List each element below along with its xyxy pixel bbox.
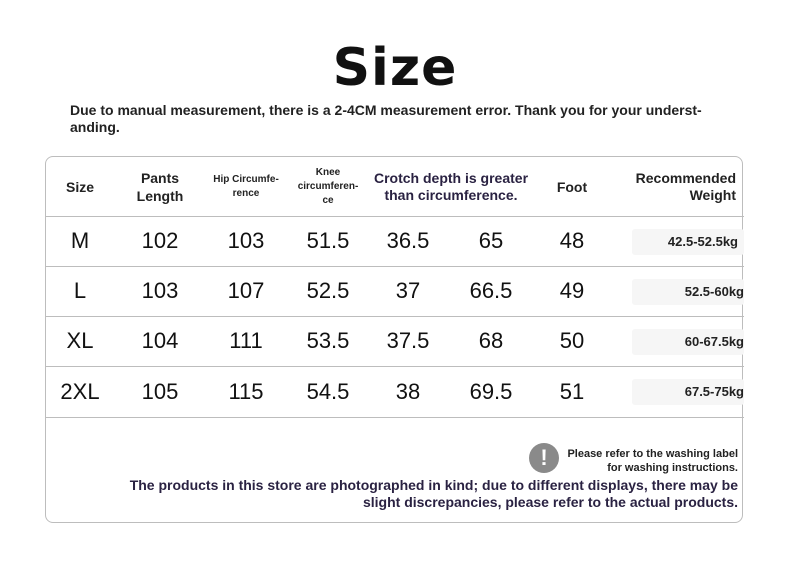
table-row: 2XL 105 115 54.5 38 69.5 51 67.5-75kg	[46, 366, 744, 417]
cell-crotch: 36.5	[386, 228, 430, 253]
cell-extra: 66.5	[469, 278, 513, 303]
cell-extra: 68	[478, 328, 504, 353]
measurement-note: Due to manual measurement, there is a 2-…	[70, 102, 702, 135]
row-divider	[46, 266, 744, 267]
row-divider	[46, 417, 744, 418]
header-size: Size	[65, 178, 94, 195]
header-hip: Hip Circumfe- rence	[213, 173, 279, 199]
cell-size: 2XL	[60, 378, 100, 404]
cell-knee: 54.5	[306, 378, 350, 404]
cell-size: M	[70, 228, 90, 253]
table-row: XL 104 111 53.5 37.5 68 50 60-67.5kg	[46, 316, 744, 366]
cell-size: L	[73, 278, 87, 303]
cell-hip: 107	[227, 278, 265, 303]
cell-hip: 115	[228, 378, 264, 404]
cell-weight: 67.5-75kg	[684, 384, 744, 399]
cell-pants-length: 104	[141, 328, 179, 353]
page-title: Size	[332, 38, 458, 98]
size-table-panel: Size Pants Length Hip Circumfe- rence Kn…	[45, 156, 744, 523]
row-divider	[46, 316, 744, 317]
washing-note: Please refer to the washing label for wa…	[567, 448, 738, 474]
table-row: L 103 107 52.5 37 66.5 49 52.5-60kg	[46, 266, 744, 316]
cell-hip: 111	[229, 328, 263, 353]
weight-highlight	[632, 329, 744, 355]
cell-weight: 42.5-52.5kg	[667, 233, 738, 249]
header-knee: Knee circumferen- ce	[297, 166, 359, 206]
header-weight: Recommended Weight	[635, 169, 736, 203]
cell-knee: 52.5	[306, 278, 350, 303]
cell-pants-length: 103	[141, 278, 179, 303]
row-divider	[46, 366, 744, 367]
header-crotch: Crotch depth is greater than circumferen…	[373, 169, 529, 203]
cell-foot: 50	[559, 328, 585, 353]
cell-knee: 53.5	[306, 328, 350, 353]
weight-highlight	[632, 229, 744, 255]
header-pants-length: Pants Length	[136, 169, 184, 204]
cell-pants-length: 105	[141, 378, 179, 404]
cell-hip: 103	[227, 228, 265, 253]
cell-foot: 51	[559, 378, 585, 404]
table-row: M 102 103 51.5 36.5 65 48 42.5-52.5kg	[46, 216, 744, 266]
cell-crotch: 38	[395, 378, 421, 404]
cell-knee: 51.5	[306, 228, 350, 253]
cell-weight: 60-67.5kg	[684, 333, 744, 349]
exclamation-icon: !	[529, 443, 559, 473]
header-foot: Foot	[556, 178, 588, 195]
row-divider	[46, 216, 744, 217]
cell-extra: 65	[478, 228, 504, 253]
weight-highlight	[632, 379, 744, 405]
cell-foot: 48	[559, 228, 585, 253]
cell-foot: 49	[559, 278, 585, 303]
cell-size: XL	[66, 328, 94, 353]
cell-crotch: 37	[395, 278, 421, 303]
cell-weight: 52.5-60kg	[684, 283, 744, 299]
table-header-row: Size Pants Length Hip Circumfe- rence Kn…	[46, 157, 744, 216]
cell-crotch: 37.5	[386, 328, 430, 353]
weight-highlight	[632, 279, 744, 305]
cell-pants-length: 102	[141, 228, 179, 253]
disclaimer-text: The products in this store are photograp…	[129, 477, 738, 510]
cell-extra: 69.5	[469, 378, 513, 404]
